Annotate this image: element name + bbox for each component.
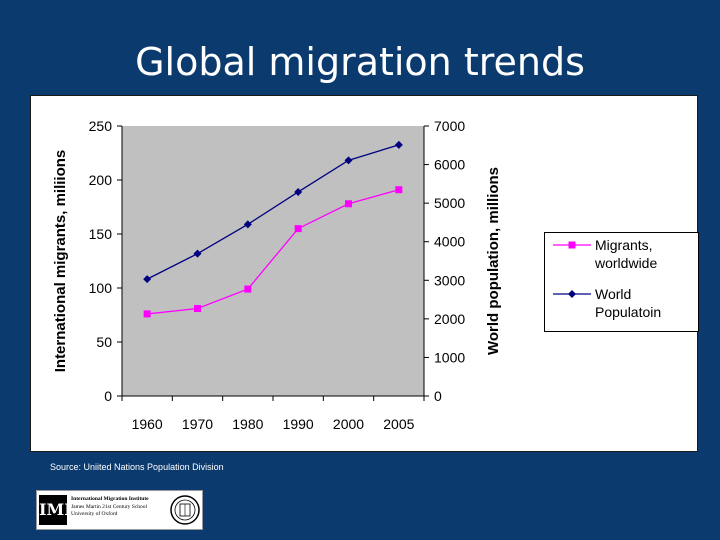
data-point-population <box>394 140 403 149</box>
data-point-population <box>143 275 152 284</box>
data-point-migrants <box>244 285 252 293</box>
chart-panel: 0 50 100 150 200 250 0 1000 2000 3000 4000 5000 6000… <box>30 95 699 452</box>
x-tick-label: 1980 <box>232 416 263 432</box>
oxford-crest-icon <box>170 495 200 525</box>
data-point-migrants <box>345 200 352 208</box>
x-tick-label: 1990 <box>283 416 314 432</box>
logo-line-3: University of Oxford <box>71 511 118 517</box>
legend-label-migrants-line1: Migrants, <box>595 237 653 253</box>
y-right-tick-label: 2000 <box>434 311 465 327</box>
y-right-tick-label: 4000 <box>434 234 465 250</box>
plot-area <box>122 126 424 396</box>
data-point-migrants <box>143 310 151 318</box>
y-left-tick-label: 150 <box>89 226 113 242</box>
chart-legend: Migrants, worldwide World Populatoin <box>544 232 699 332</box>
y-right-tick-label: 1000 <box>434 349 465 365</box>
y-right-tick-label: 7000 <box>434 118 465 134</box>
y-right-tick-label: 3000 <box>434 272 465 288</box>
legend-marker-migrants <box>568 241 576 249</box>
y-left-tick-label: 0 <box>104 388 112 404</box>
source-note: Source: Uniited Nations Population Divis… <box>50 462 224 472</box>
data-point-population <box>243 220 252 229</box>
chart-svg: 0 50 100 150 200 250 0 1000 2000 3000 4000 5000 6000… <box>52 118 502 432</box>
y-axis-right-label: World population, millions <box>485 167 502 355</box>
y-right-tick-label: 6000 <box>434 157 465 173</box>
slide-title: Global migration trends <box>135 40 585 84</box>
legend-label-migrants-line2: worldwide <box>594 255 657 271</box>
legend-svg: Migrants, worldwide World Populatoin <box>553 237 661 320</box>
x-tick-label: 2000 <box>333 416 364 432</box>
x-tick-label: 2005 <box>383 416 414 432</box>
series-line-migrants <box>147 189 400 315</box>
data-point-population <box>344 156 353 165</box>
data-point-population <box>294 187 303 196</box>
y-right-tick-label: 5000 <box>434 195 465 211</box>
y-right-tick-label: 0 <box>434 388 442 404</box>
logo-line-1: International Migration Institute <box>71 496 149 502</box>
imi-logo-text: International Migration Institute James … <box>71 496 149 519</box>
imi-logo: IMI International Migration Institute Ja… <box>36 490 203 530</box>
y-left-tick-label: 250 <box>89 118 113 134</box>
y-left-tick-label: 50 <box>96 334 112 350</box>
series-line-population <box>146 144 400 280</box>
x-tick-label: 1960 <box>132 416 163 432</box>
data-point-migrants <box>194 305 201 313</box>
data-point-migrants <box>294 225 302 233</box>
y-left-tick-label: 100 <box>89 280 113 296</box>
logo-line-2: James Martin 21st Century School <box>71 503 148 510</box>
imi-logo-mark: IMI <box>39 495 72 525</box>
data-point-population <box>193 249 202 258</box>
legend-label-population-line2: Populatoin <box>595 304 661 320</box>
y-axis-left-label: International migrants, miliions <box>52 150 69 373</box>
x-tick-label: 1970 <box>182 416 213 432</box>
y-left-tick-label: 200 <box>89 172 113 188</box>
data-point-migrants <box>395 186 403 194</box>
legend-label-population-line1: World <box>595 286 631 302</box>
legend-marker-population <box>568 290 576 298</box>
